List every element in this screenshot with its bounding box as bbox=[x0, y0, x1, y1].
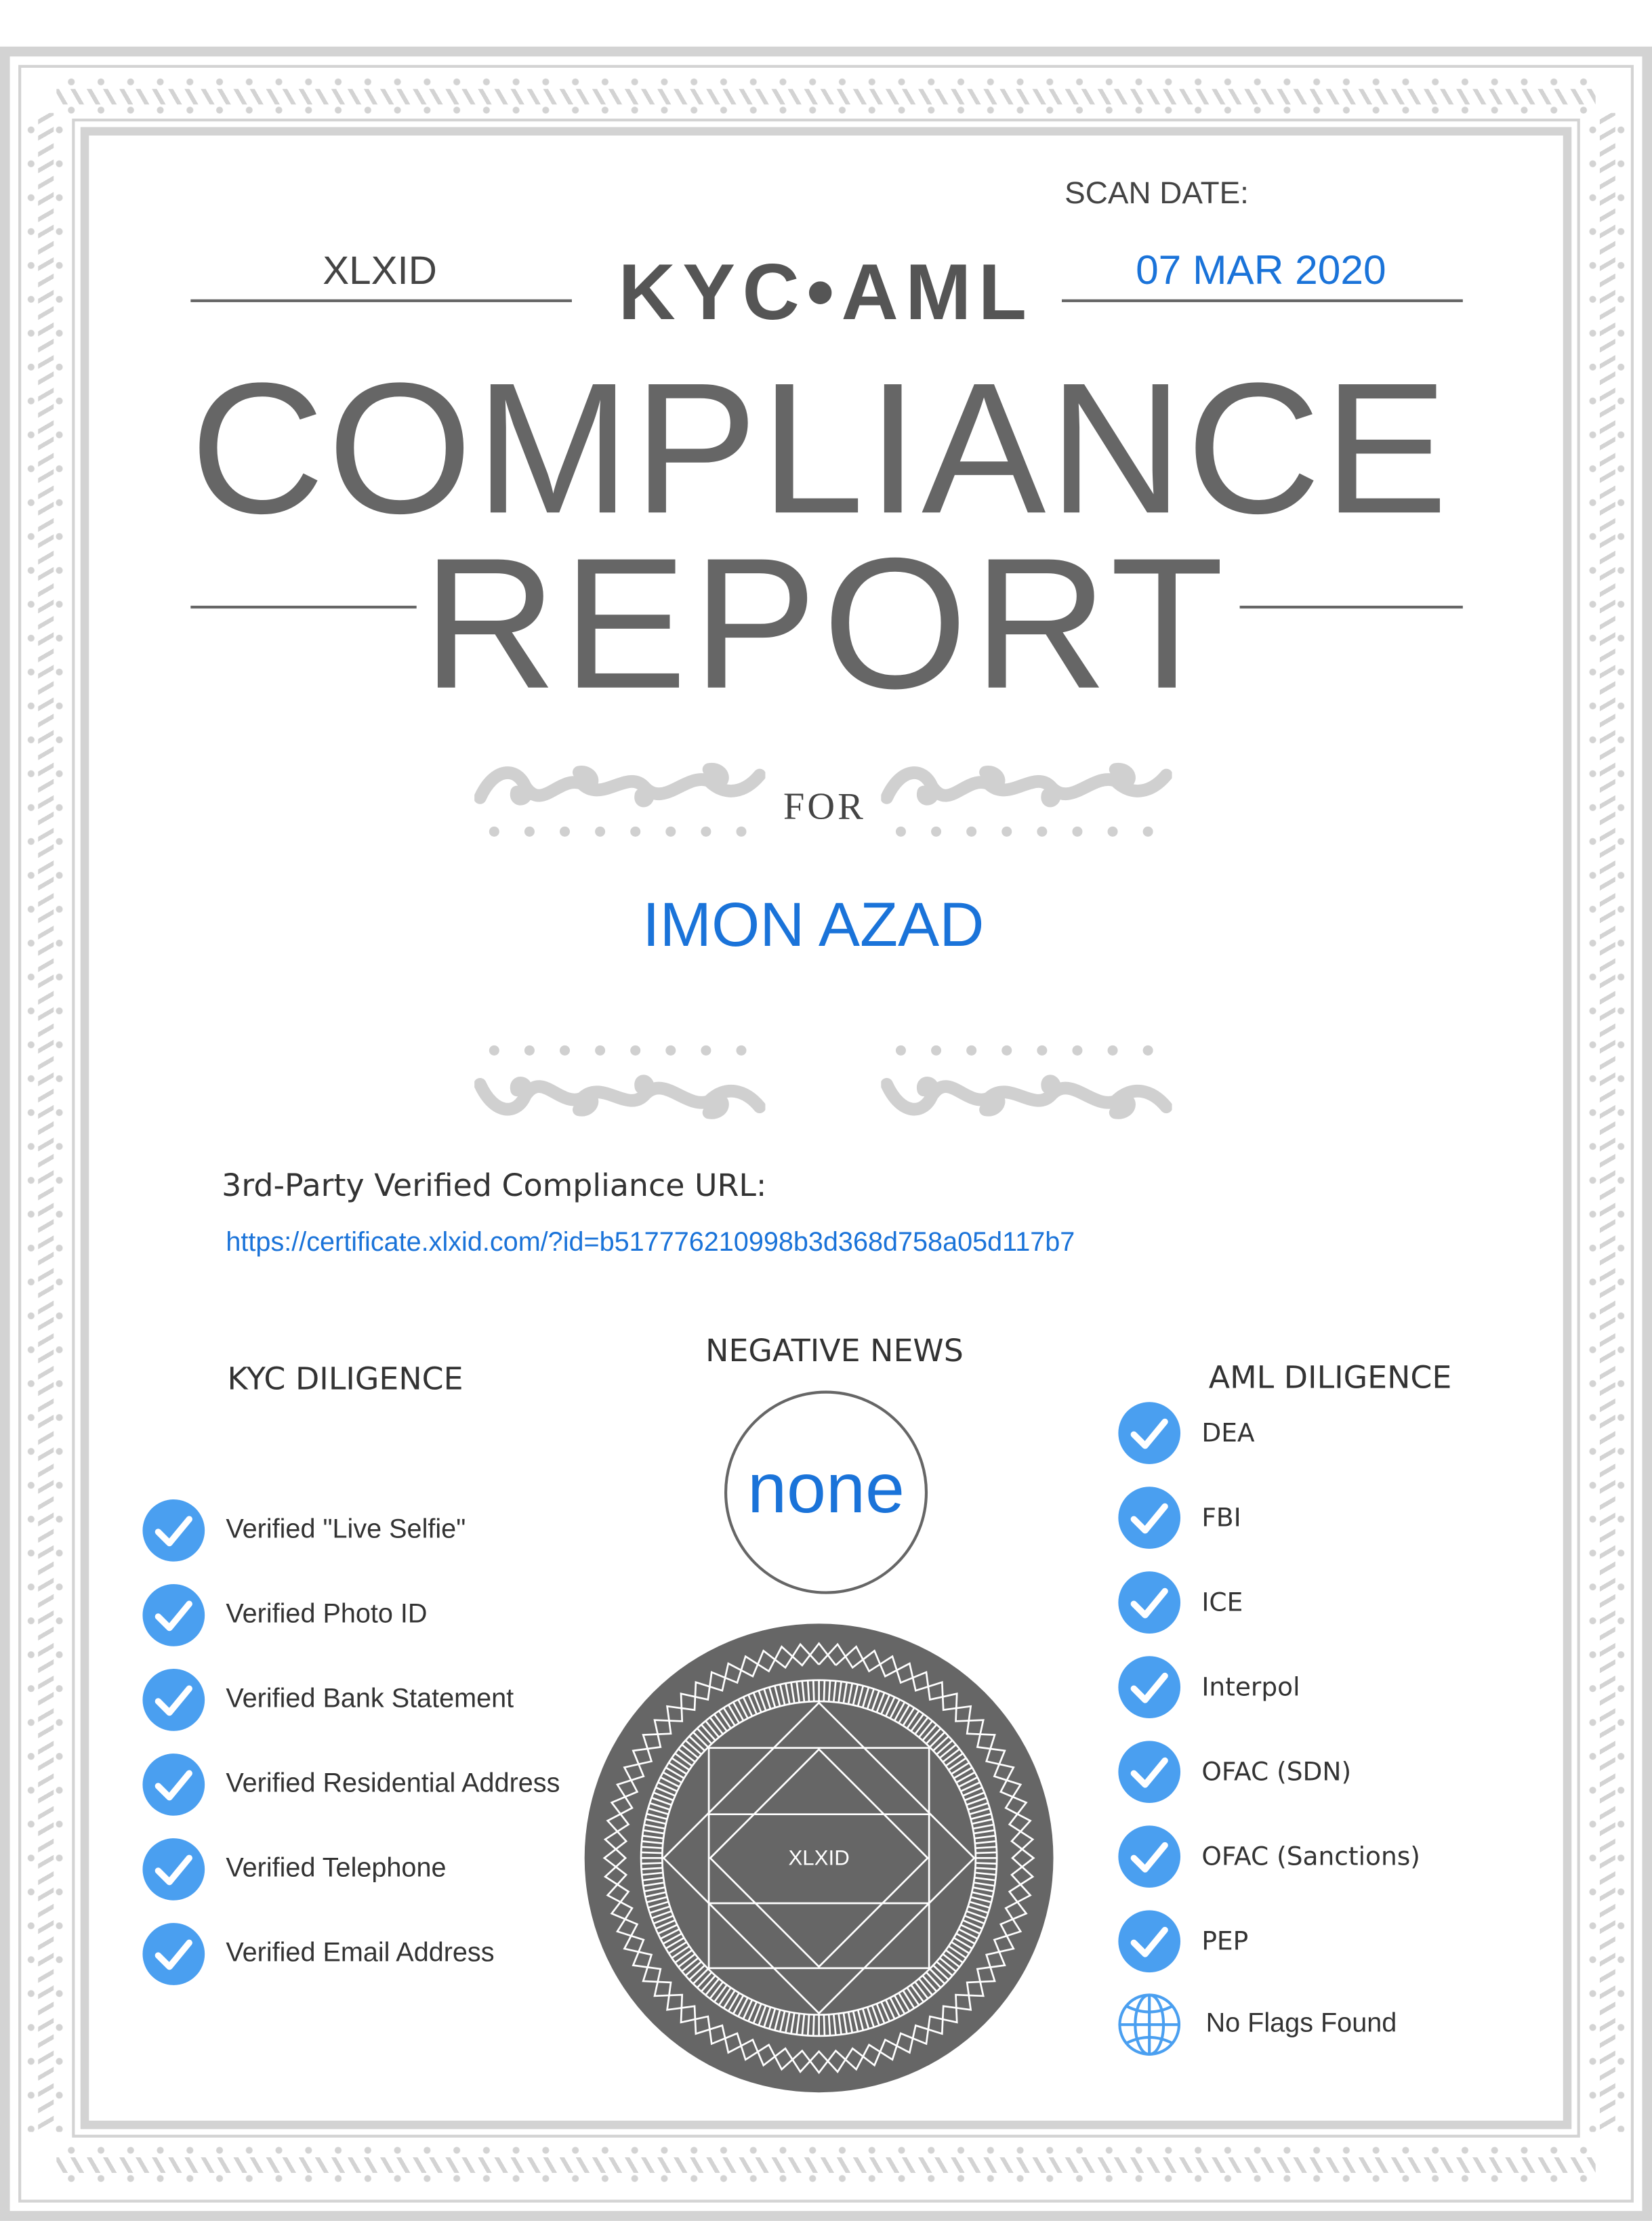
check-circle-icon bbox=[1118, 1402, 1181, 1464]
list-item: Interpol bbox=[1117, 1655, 1300, 1720]
item-label: OFAC (Sanctions) bbox=[1201, 1842, 1420, 1872]
xlxid-seal: XLXID bbox=[584, 1623, 1054, 2093]
ornament-border-left bbox=[25, 112, 65, 2132]
flourish-bottom-left bbox=[474, 1045, 766, 1119]
aml-heading: AML DILIGENCE bbox=[1208, 1361, 1452, 1396]
item-label: PEP bbox=[1201, 1926, 1249, 1957]
list-item: Verified Email Address bbox=[141, 1922, 495, 1987]
list-item: Verified Photo ID bbox=[141, 1583, 428, 1648]
scan-date-value: 07 MAR 2020 bbox=[1136, 248, 1386, 294]
item-label: OFAC (SDN) bbox=[1201, 1757, 1352, 1787]
list-item: Verified Bank Statement bbox=[141, 1667, 514, 1732]
scan-date-rule bbox=[1062, 299, 1463, 302]
item-label: Verified Telephone bbox=[226, 1854, 447, 1884]
flourish-bottom-right bbox=[881, 1045, 1172, 1119]
negative-news-badge: none bbox=[724, 1390, 928, 1594]
result-label: No Flags Found bbox=[1205, 2009, 1397, 2039]
list-item: OFAC (SDN) bbox=[1117, 1739, 1351, 1804]
title-rule-right bbox=[1239, 605, 1463, 609]
check-circle-icon bbox=[1118, 1487, 1181, 1549]
item-label: ICE bbox=[1201, 1587, 1243, 1617]
list-item: Verified Residential Address bbox=[141, 1752, 560, 1817]
list-item: DEA bbox=[1117, 1400, 1255, 1466]
list-item: OFAC (Sanctions) bbox=[1117, 1824, 1420, 1889]
globe-icon bbox=[1118, 1993, 1181, 2056]
ornament-border-top bbox=[56, 76, 1596, 116]
item-label: Verified Bank Statement bbox=[226, 1684, 514, 1714]
issuer-label: XLXID bbox=[323, 248, 437, 293]
check-circle-icon bbox=[142, 1753, 205, 1816]
check-circle-icon bbox=[1118, 1741, 1181, 1804]
check-circle-icon bbox=[142, 1669, 205, 1731]
list-item: PEP bbox=[1117, 1909, 1248, 1974]
check-circle-icon bbox=[142, 1923, 205, 1985]
frame-line bbox=[18, 64, 1634, 2203]
brand-title: KYC•AML bbox=[618, 247, 1034, 336]
subject-name: IMON AZAD bbox=[642, 890, 985, 960]
check-circle-icon bbox=[1118, 1656, 1181, 1718]
check-circle-icon bbox=[1118, 1910, 1181, 1973]
seal-text: XLXID bbox=[788, 1846, 849, 1870]
check-circle-icon bbox=[142, 1838, 205, 1901]
flourish-top-right bbox=[881, 763, 1172, 837]
list-item: Verified Telephone bbox=[141, 1837, 446, 1902]
flourish-top-left bbox=[474, 763, 766, 837]
list-item: ICE bbox=[1117, 1570, 1243, 1635]
ornament-border-right bbox=[1587, 112, 1627, 2132]
item-label: Verified Residential Address bbox=[226, 1769, 560, 1799]
list-item: Verified "Live Selfie" bbox=[141, 1498, 466, 1563]
no-flags-result: No Flags Found bbox=[1117, 1992, 1397, 2057]
list-item: FBI bbox=[1117, 1485, 1241, 1550]
title-line-2: REPORT bbox=[422, 519, 1230, 728]
item-label: Verified Email Address bbox=[226, 1938, 495, 1968]
for-label: FOR bbox=[783, 785, 866, 828]
check-circle-icon bbox=[1118, 1825, 1181, 1888]
item-label: Verified Photo ID bbox=[226, 1599, 428, 1630]
item-label: Verified "Live Selfie" bbox=[226, 1514, 466, 1545]
negative-news-heading: NEGATIVE NEWS bbox=[705, 1334, 964, 1370]
item-label: Interpol bbox=[1201, 1672, 1300, 1703]
check-circle-icon bbox=[142, 1584, 205, 1646]
check-circle-icon bbox=[1118, 1571, 1181, 1634]
issuer-rule bbox=[190, 299, 572, 302]
title-rule-left bbox=[190, 605, 417, 609]
kyc-heading: KYC DILIGENCE bbox=[227, 1362, 463, 1398]
negative-news-value: none bbox=[747, 1448, 905, 1528]
verification-url-link[interactable]: https://certificate.xlxid.com/?id=b51777… bbox=[226, 1228, 1075, 1258]
item-label: FBI bbox=[1201, 1503, 1241, 1533]
scan-date-label: SCAN DATE: bbox=[1065, 175, 1249, 211]
title-line-1: COMPLIANCE bbox=[190, 344, 1451, 552]
item-label: DEA bbox=[1201, 1418, 1255, 1448]
inner-frame bbox=[80, 127, 1572, 2130]
ornament-border-bottom bbox=[56, 2144, 1596, 2184]
verification-url-label: 3rd-Party Verified Compliance URL: bbox=[222, 1169, 767, 1205]
inner-frame-line bbox=[72, 119, 1580, 2138]
check-circle-icon bbox=[142, 1499, 205, 1562]
